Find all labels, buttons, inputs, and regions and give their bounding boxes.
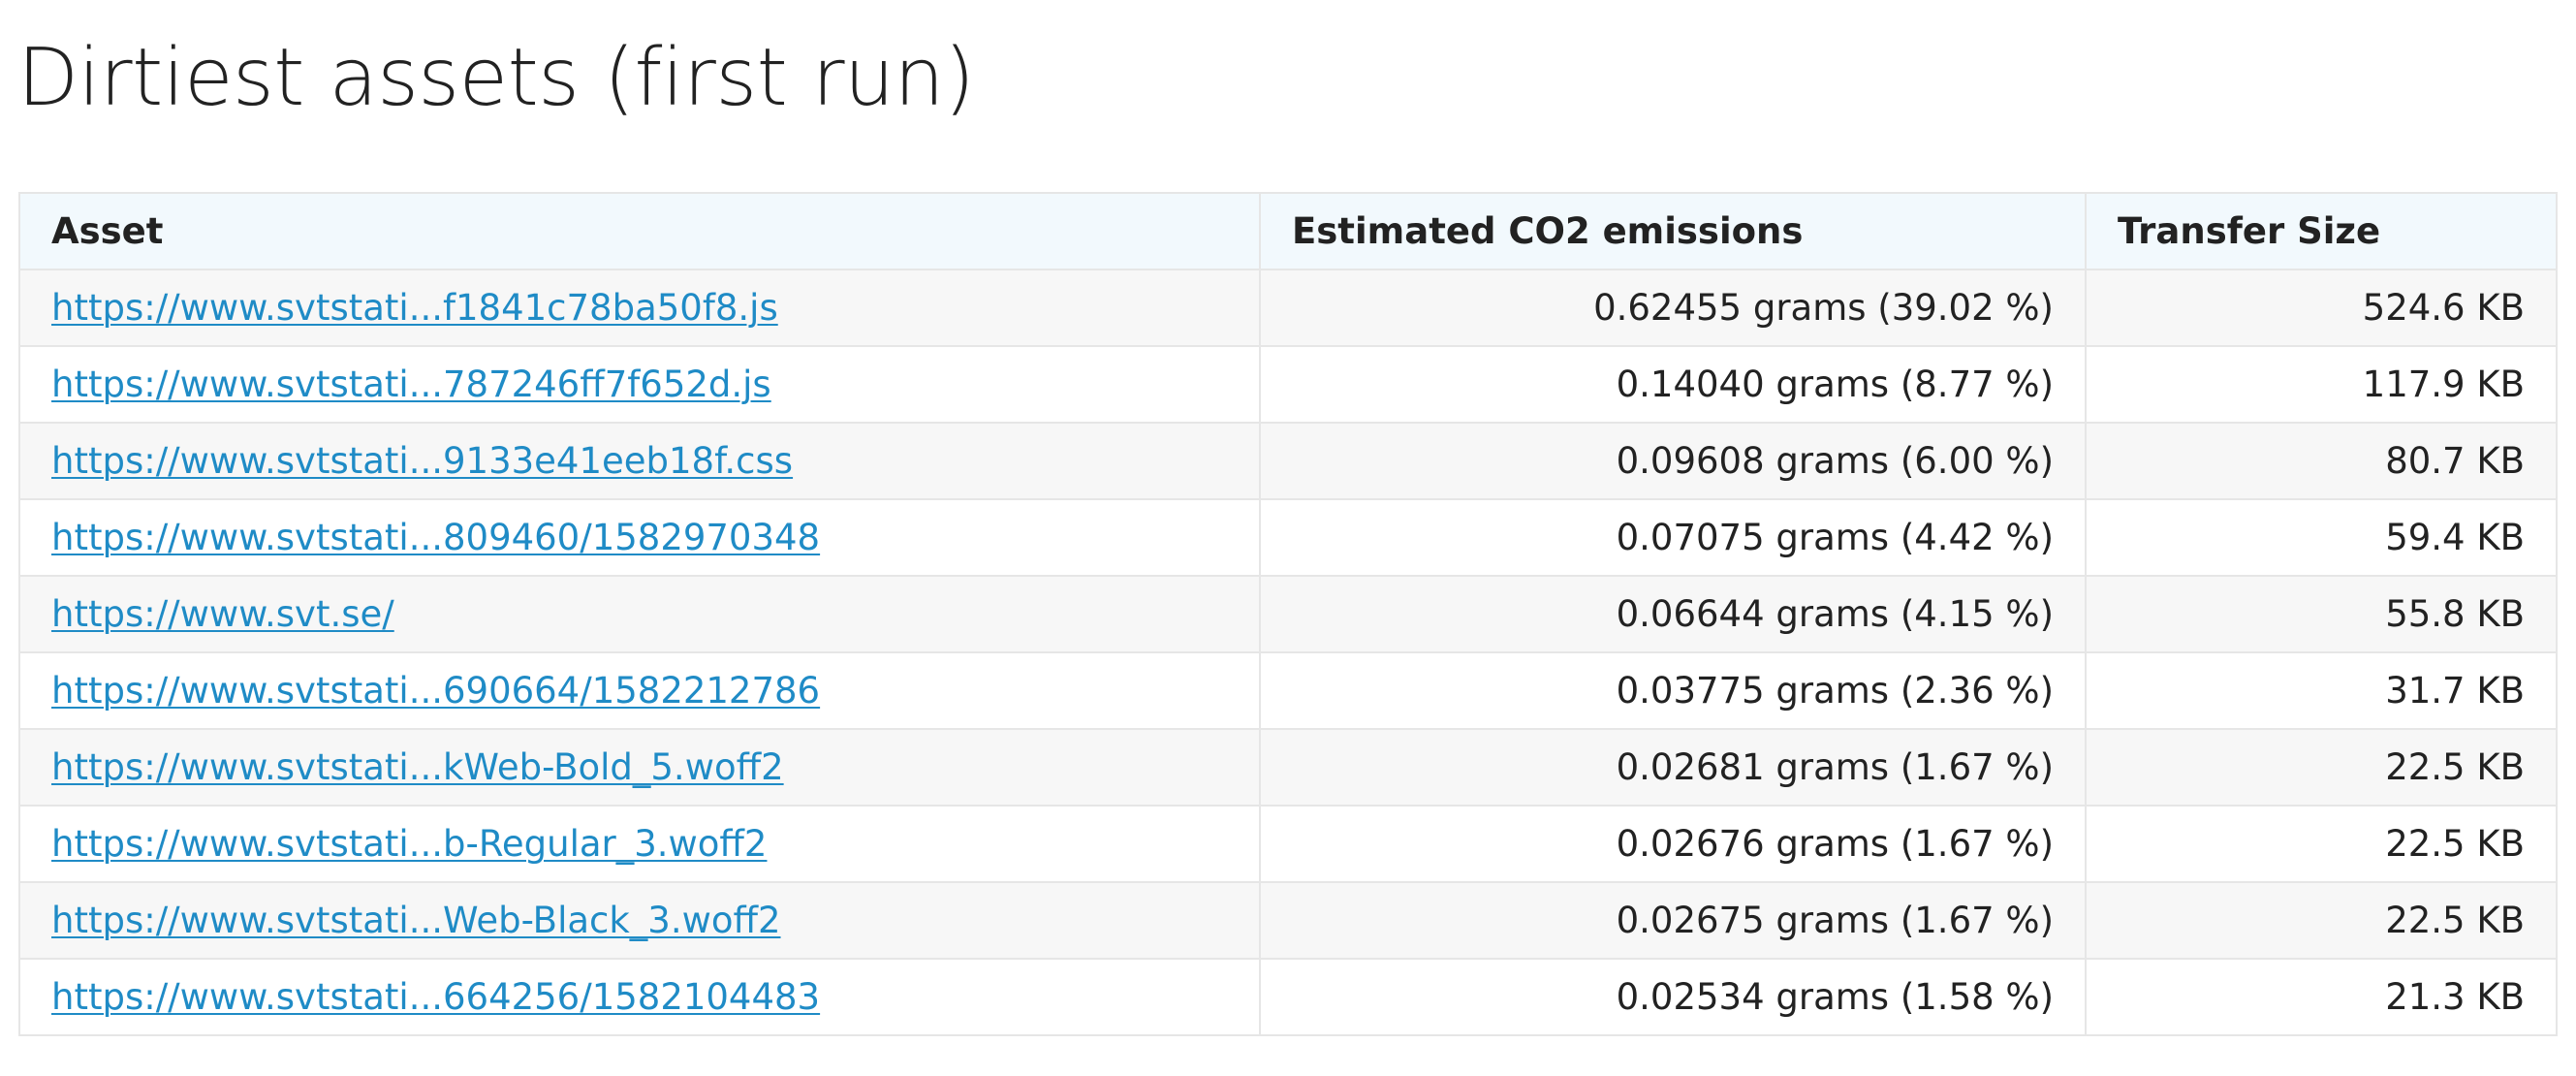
asset-cell: https://www.svtstati...kWeb-Bold_5.woff2: [18, 728, 1261, 807]
table-row: https://www.svtstati...kWeb-Bold_5.woff2…: [18, 728, 2558, 807]
asset-cell: https://www.svtstati...664256/1582104483: [18, 958, 1261, 1036]
column-header-transfer-size: Transfer Size: [2085, 192, 2558, 270]
table-row: https://www.svtstati...Web-Black_3.woff2…: [18, 881, 2558, 960]
table-row: https://www.svtstati...664256/1582104483…: [18, 958, 2558, 1036]
column-header-co2: Estimated CO2 emissions: [1259, 192, 2087, 270]
table-row: https://www.svt.se/ 0.06644 grams (4.15 …: [18, 575, 2558, 653]
asset-link[interactable]: https://www.svt.se/: [51, 593, 394, 635]
table-row: https://www.svtstati...9133e41eeb18f.css…: [18, 422, 2558, 500]
co2-cell: 0.62455 grams (39.02 %): [1259, 269, 2087, 347]
co2-cell: 0.07075 grams (4.42 %): [1259, 498, 2087, 577]
co2-cell: 0.06644 grams (4.15 %): [1259, 575, 2087, 653]
asset-link[interactable]: https://www.svtstati...664256/1582104483: [51, 976, 821, 1018]
transfer-size-cell: 31.7 KB: [2085, 651, 2558, 730]
asset-link[interactable]: https://www.svtstati...f1841c78ba50f8.js: [51, 287, 778, 329]
asset-cell: https://www.svtstati...Web-Black_3.woff2: [18, 881, 1261, 960]
co2-cell: 0.14040 grams (8.77 %): [1259, 345, 2087, 424]
asset-link[interactable]: https://www.svtstati...9133e41eeb18f.css: [51, 440, 794, 482]
asset-cell: https://www.svtstati...b-Regular_3.woff2: [18, 805, 1261, 883]
table-header-row: Asset Estimated CO2 emissions Transfer S…: [18, 192, 2558, 270]
transfer-size-cell: 22.5 KB: [2085, 728, 2558, 807]
table-row: https://www.svtstati...787246ff7f652d.js…: [18, 345, 2558, 424]
table-row: https://www.svtstati...809460/1582970348…: [18, 498, 2558, 577]
co2-cell: 0.02681 grams (1.67 %): [1259, 728, 2087, 807]
dirtiest-assets-table: Asset Estimated CO2 emissions Transfer S…: [18, 192, 2558, 1036]
table-row: https://www.svtstati...f1841c78ba50f8.js…: [18, 269, 2558, 347]
table-row: https://www.svtstati...690664/1582212786…: [18, 651, 2558, 730]
co2-cell: 0.02675 grams (1.67 %): [1259, 881, 2087, 960]
asset-cell: https://www.svtstati...f1841c78ba50f8.js: [18, 269, 1261, 347]
transfer-size-cell: 21.3 KB: [2085, 958, 2558, 1036]
transfer-size-cell: 55.8 KB: [2085, 575, 2558, 653]
asset-link[interactable]: https://www.svtstati...b-Regular_3.woff2: [51, 823, 768, 865]
asset-link[interactable]: https://www.svtstati...Web-Black_3.woff2: [51, 900, 781, 941]
transfer-size-cell: 80.7 KB: [2085, 422, 2558, 500]
asset-cell: https://www.svtstati...809460/1582970348: [18, 498, 1261, 577]
transfer-size-cell: 22.5 KB: [2085, 805, 2558, 883]
table-row: https://www.svtstati...b-Regular_3.woff2…: [18, 805, 2558, 883]
transfer-size-cell: 22.5 KB: [2085, 881, 2558, 960]
asset-link[interactable]: https://www.svtstati...787246ff7f652d.js: [51, 364, 771, 405]
transfer-size-cell: 59.4 KB: [2085, 498, 2558, 577]
asset-link[interactable]: https://www.svtstati...809460/1582970348: [51, 517, 821, 558]
transfer-size-cell: 524.6 KB: [2085, 269, 2558, 347]
asset-cell: https://www.svtstati...9133e41eeb18f.css: [18, 422, 1261, 500]
asset-cell: https://www.svt.se/: [18, 575, 1261, 653]
asset-cell: https://www.svtstati...690664/1582212786: [18, 651, 1261, 730]
co2-cell: 0.09608 grams (6.00 %): [1259, 422, 2087, 500]
transfer-size-cell: 117.9 KB: [2085, 345, 2558, 424]
asset-link[interactable]: https://www.svtstati...kWeb-Bold_5.woff2: [51, 746, 784, 788]
co2-cell: 0.02534 grams (1.58 %): [1259, 958, 2087, 1036]
co2-cell: 0.02676 grams (1.67 %): [1259, 805, 2087, 883]
page-title: Dirtiest assets (first run): [17, 32, 975, 124]
co2-cell: 0.03775 grams (2.36 %): [1259, 651, 2087, 730]
asset-link[interactable]: https://www.svtstati...690664/1582212786: [51, 670, 821, 712]
asset-cell: https://www.svtstati...787246ff7f652d.js: [18, 345, 1261, 424]
column-header-asset: Asset: [18, 192, 1261, 270]
